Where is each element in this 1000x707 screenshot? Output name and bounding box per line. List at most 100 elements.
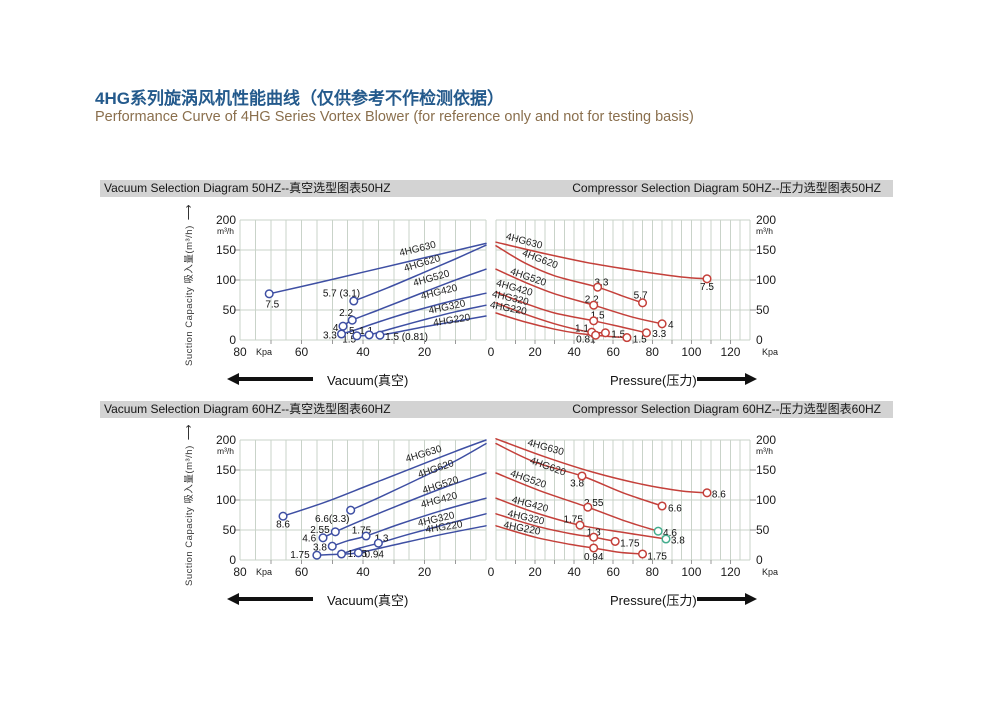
y-tick-label: 100 (215, 493, 236, 507)
marker-label: 2.55 (310, 525, 330, 536)
data-point (657, 501, 667, 511)
curve-label: 4HG520 (509, 468, 548, 491)
header-compressor-60hz: Compressor Selection Diagram 60HZ--压力选型图… (572, 402, 881, 416)
suction-axis-title-60hz: Suction Capacity 吸入量(m³/h) ⟶ (181, 424, 195, 586)
pressure-direction-arrow-50hz (697, 373, 757, 385)
x-tick-label: 80 (645, 345, 659, 359)
marker-label: 1.5 (342, 334, 356, 345)
marker-label: 7.5 (700, 282, 714, 293)
data-point (641, 328, 651, 338)
curve-4HG620 (349, 442, 487, 511)
pressure-axis-label-60hz: Pressure(压力) (610, 593, 697, 608)
marker-label: 4 (668, 320, 674, 331)
x-tick-label: 80 (233, 565, 247, 579)
section-header-50hz: Vacuum Selection Diagram 50HZ--真空选型图表50H… (100, 180, 893, 197)
y-tick-label: 200 (215, 433, 236, 447)
data-point (318, 533, 328, 543)
data-point (589, 532, 599, 542)
y-tick-label: 50 (222, 523, 236, 537)
vacuum-axis-label-50hz: Vacuum(真空) (327, 373, 409, 388)
marker-label: 7.5 (265, 300, 279, 311)
x-tick-label: 0 (487, 345, 495, 359)
data-point (375, 330, 385, 340)
x-tick-label: 40 (567, 345, 581, 359)
y-tick-label: 50 (222, 303, 236, 317)
data-point (575, 520, 585, 530)
header-compressor-50hz: Compressor Selection Diagram 50HZ--压力选型图… (572, 181, 881, 195)
y-tick-label: 50 (756, 303, 770, 317)
marker-label: 2.2 (585, 295, 599, 306)
x-tick-label: 80 (233, 345, 247, 359)
y-tick-label: 100 (215, 273, 236, 287)
x-unit-label: Kpa (762, 347, 779, 357)
x-unit-label: Kpa (256, 567, 273, 577)
data-point (278, 511, 288, 521)
pressure-chart-50hz: 4HG6304HG6204HG5204HG4204HG3204HG2207.53… (489, 219, 756, 345)
pressure-chart-60hz: 4HG6304HG6204HG5204HG4204HG3204HG2208.63… (495, 437, 756, 564)
curve-4HG220 (379, 315, 487, 336)
curve-label: 4HG630 (404, 444, 443, 466)
x-tick-label: 40 (356, 345, 370, 359)
arrow-head-left-icon (227, 373, 239, 385)
marker-label: 2.2 (339, 308, 353, 319)
curve-4HG420 (340, 292, 487, 335)
data-point (336, 549, 347, 559)
curve-4HG520 (495, 268, 663, 325)
curve-4HG220 (495, 312, 628, 339)
data-point (637, 549, 648, 559)
grid (495, 219, 756, 344)
vacuum-direction-arrow-50hz (227, 373, 313, 385)
y-tick-label: 50 (756, 523, 770, 537)
x-unit-label: Kpa (762, 567, 779, 577)
data-point (347, 315, 357, 325)
header-vacuum-50hz: Vacuum Selection Diagram 50HZ--真空选型图表50H… (104, 181, 391, 195)
data-point (364, 330, 374, 340)
y-unit-label: m³/h (756, 446, 773, 456)
suction-axis-text: Suction Capacity 吸入量(m³/h) (184, 225, 195, 367)
data-point (349, 296, 359, 306)
marker-label: 1.75 (352, 526, 372, 537)
x-tick-label: 60 (294, 345, 309, 359)
y-tick-label: 200 (756, 433, 777, 447)
pressure-direction-arrow-60hz (697, 593, 757, 605)
marker-label: 0.94 (365, 550, 385, 561)
y-unit-label: m³/h (756, 226, 773, 236)
header-vacuum-60hz: Vacuum Selection Diagram 60HZ--真空选型图表60H… (104, 402, 391, 416)
curve-4HG620 (353, 244, 487, 302)
y-tick-label: 150 (756, 243, 777, 257)
data-point (312, 550, 322, 560)
data-point (589, 316, 599, 326)
marker-label: 1.75 (563, 515, 583, 526)
marker-label: 3.8 (313, 542, 327, 553)
data-point (338, 321, 348, 331)
arrow-shaft (697, 377, 745, 381)
marker-label: 3.8 (671, 536, 685, 547)
arrow-head-right-icon (745, 593, 757, 605)
data-point (336, 329, 347, 339)
curve-4HG220 (316, 525, 487, 556)
x-tick-label: 40 (356, 565, 370, 579)
x-tick-label: 40 (567, 565, 581, 579)
marker-label: 6.6(3.3) (315, 514, 349, 525)
marker-label: 3.8 (570, 479, 584, 490)
marker-label: 8.6 (276, 520, 290, 531)
x-tick-label: 60 (606, 565, 620, 579)
marker-label: 4 (333, 323, 339, 334)
marker-label: 5.7 (3.1) (323, 289, 360, 300)
x-tick-label: 100 (681, 565, 702, 579)
arrow-head-right-icon (745, 373, 757, 385)
marker-label: 1.5 (611, 330, 625, 341)
y-tick-label: 100 (756, 493, 777, 507)
data-point (600, 328, 610, 338)
data-point (361, 531, 371, 541)
y-tick-label: 100 (756, 273, 777, 287)
section-header-60hz: Vacuum Selection Diagram 60HZ--真空选型图表60H… (100, 401, 893, 418)
grid (234, 219, 487, 344)
data-point (661, 534, 671, 544)
x-tick-label: 60 (606, 345, 620, 359)
y-unit-label: m³/h (217, 446, 234, 456)
x-tick-label: 20 (528, 345, 542, 359)
y-unit-label: m³/h (217, 226, 234, 236)
